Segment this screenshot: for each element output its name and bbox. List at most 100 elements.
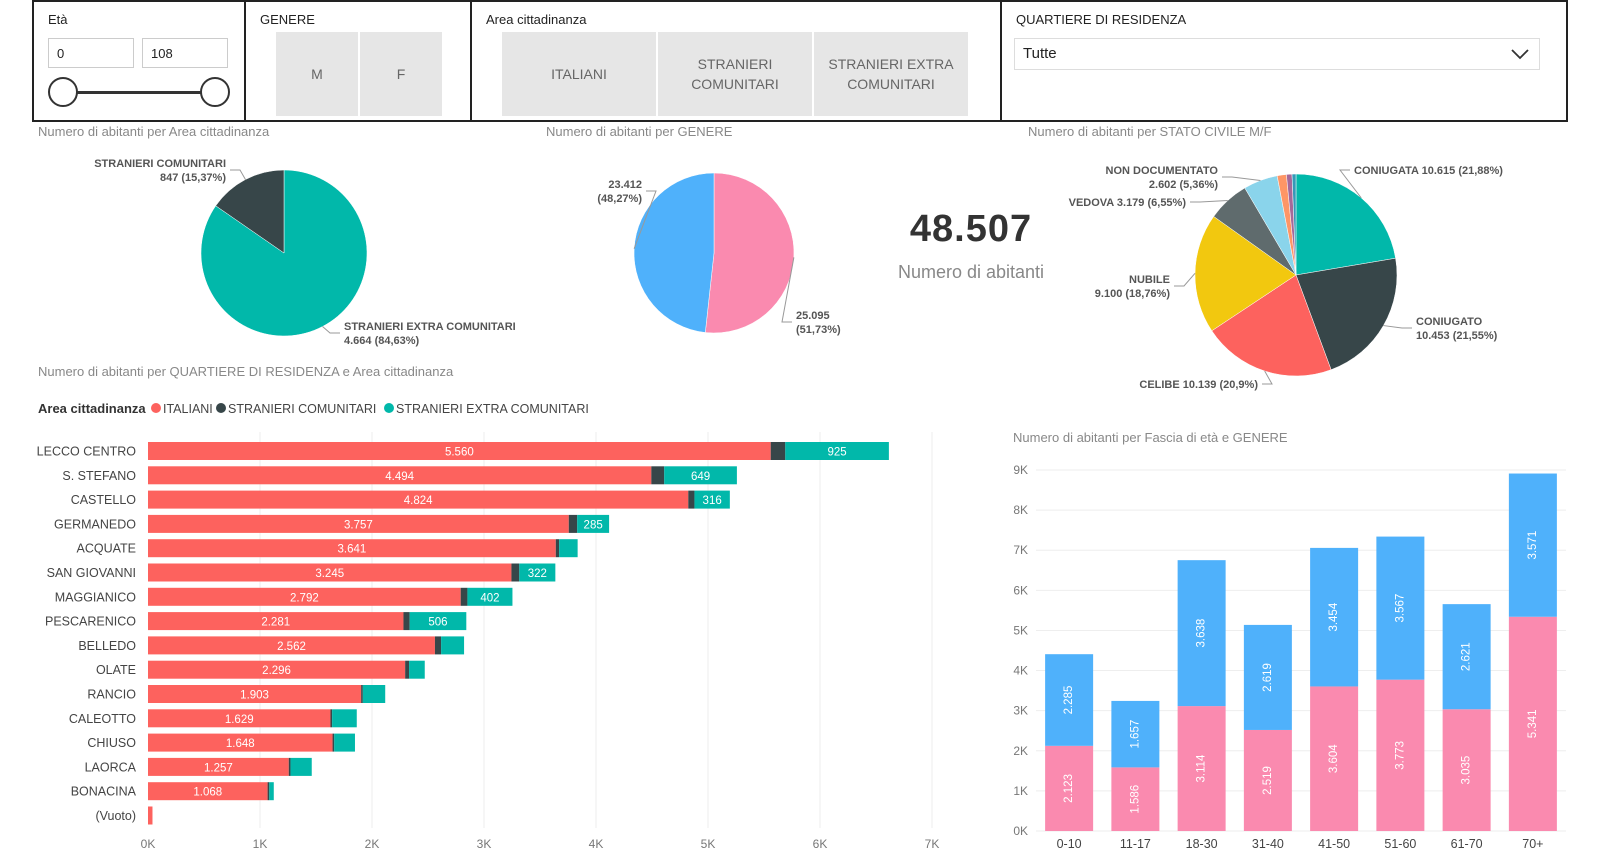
bar-caleotto-stranieri-extra-comunitari: [332, 709, 357, 728]
area-slicer-title: Area cittadinanza: [486, 12, 587, 27]
bar-germanedo-stranieri-comunitari: [568, 514, 578, 533]
bar-label-acquate-italiani: 3.641: [338, 544, 367, 556]
bar-category-maggianico: MAGGIANICO: [55, 590, 137, 604]
eta-slider-track[interactable]: [64, 91, 218, 94]
bar-acquate-italiani: [148, 539, 556, 558]
bar-category-s-stefano: S. STEFANO: [62, 469, 136, 483]
bar-xtick-3: 3K: [477, 837, 492, 851]
legend-marker-stranieri-comunitari: [216, 403, 226, 413]
area-slicer: Area cittadinanza ITALIANI STRANIERI COM…: [470, 0, 1002, 122]
bar-san-giovanni-stranieri-comunitari: [511, 563, 520, 582]
eta-min-input[interactable]: [48, 38, 134, 68]
bar-label-caleotto-italiani: 1.629: [225, 714, 254, 726]
bar-category-san-giovanni: SAN GIOVANNI: [47, 566, 136, 580]
bar-label-s-stefano-italiani: 4.494: [385, 471, 414, 483]
col-31-40-m: [1243, 624, 1292, 730]
col-fascia-title: Numero di abitanti per Fascia di età e G…: [1013, 430, 1288, 445]
col-category-41-50: 41-50: [1318, 837, 1350, 851]
col-61-70-m: [1442, 604, 1491, 710]
col-ytick-4: 4K: [1013, 664, 1028, 678]
bar-olate-italiani: [148, 660, 406, 679]
bar-laorca-stranieri-extra-comunitari: [290, 757, 312, 776]
col-18-30-m: [1177, 560, 1226, 707]
bar-germanedo-italiani: [148, 514, 569, 533]
bar-lecco-centro-stranieri-comunitari: [770, 442, 786, 460]
bar-pescarenico-stranieri-extra-comunitari: [409, 612, 467, 631]
col-category-0-10: 0-10: [1057, 837, 1082, 851]
bar-laorca-italiani: [148, 757, 289, 776]
pie-genere-label-f: 25.095: [796, 310, 830, 322]
col-41-50-m: [1310, 547, 1359, 687]
bar-label-maggianico-stranieri-extra-comunitari: 402: [480, 592, 499, 604]
eta-slider-max-handle[interactable]: [200, 77, 230, 107]
bar-maggianico-stranieri-extra-comunitari: [467, 587, 513, 606]
bar-san-giovanni-stranieri-extra-comunitari: [519, 563, 556, 582]
quartiere-dropdown[interactable]: Tutte: [1014, 38, 1540, 70]
bar-belledo-italiani: [148, 636, 435, 655]
col-41-50-f: [1310, 686, 1359, 831]
pie-area-slice-stranieri-comunitari: [215, 169, 285, 254]
bar-belledo-stranieri-comunitari: [434, 636, 442, 655]
bar-label-pescarenico-italiani: 2.281: [261, 617, 290, 629]
bar-xtick-0: 0K: [141, 837, 156, 851]
genere-f-tile[interactable]: F: [360, 32, 442, 116]
area-comunitari-tile[interactable]: STRANIERI COMUNITARI: [658, 32, 812, 116]
bar-chiuso-stranieri-comunitari: [332, 733, 335, 752]
pie-area-value-stranieri-extra-comunitari: 4.664 (84,63%): [344, 335, 420, 347]
kpi-value: 48.507: [909, 208, 1033, 250]
col-category-51-60: 51-60: [1384, 837, 1416, 851]
col-ytick-7: 7K: [1013, 543, 1028, 557]
pie-genere-leader-m: [633, 190, 657, 249]
bar-lecco-centro-italiani: [148, 442, 771, 460]
bar-vuoto-italiani: [148, 806, 153, 825]
bar-quartiere-title: Numero di abitanti per QUARTIERE DI RESI…: [38, 364, 454, 379]
bar-s-stefano-stranieri-comunitari: [651, 466, 665, 485]
pie-area-leader-stranieri-comunitari: [230, 169, 246, 180]
bar-olate-stranieri-comunitari: [405, 660, 410, 679]
pie-stato-slice-nubile: [1194, 216, 1297, 332]
col-category-70: 70+: [1522, 837, 1543, 851]
area-italiani-tile[interactable]: ITALIANI: [502, 32, 656, 116]
col-label-18-30-m: 3.638: [1196, 619, 1208, 648]
bar-label-olate-italiani: 2.296: [262, 665, 291, 677]
area-extra-tile[interactable]: STRANIERI EXTRA COMUNITARI: [814, 32, 968, 116]
bar-xtick-7: 7K: [925, 837, 940, 851]
pie-stato-leader-coniugata: [1338, 169, 1362, 199]
pie-area-label-stranieri-extra-comunitari: STRANIERI EXTRA COMUNITARI: [344, 321, 516, 333]
col-label-61-70-f: 3.035: [1461, 756, 1473, 785]
col-ytick-9: 9K: [1013, 463, 1028, 477]
col-label-18-30-f: 3.114: [1196, 754, 1208, 783]
col-label-51-60-m: 3.567: [1394, 594, 1406, 623]
genere-slicer: GENERE M F: [244, 0, 472, 122]
eta-slider-min-handle[interactable]: [48, 77, 78, 107]
pie-area-label-stranieri-comunitari: STRANIERI COMUNITARI: [94, 158, 226, 170]
legend-marker-italiani: [151, 403, 161, 413]
bar-category-bonacina: BONACINA: [71, 785, 137, 799]
bar-label-chiuso-italiani: 1.648: [226, 738, 255, 750]
bar-category-caleotto: CALEOTTO: [69, 712, 136, 726]
chevron-down-icon: [1511, 49, 1529, 60]
pie-stato-label-celibe: CELIBE 10.139 (20,9%): [1139, 379, 1258, 391]
legend-marker-stranieri-extra-comunitari: [384, 403, 394, 413]
bar-xtick-1: 1K: [253, 837, 268, 851]
pie-stato-label-vedova: VEDOVA 3.179 (6,55%): [1069, 197, 1187, 209]
col-18-30-f: [1177, 706, 1226, 831]
eta-slicer-title: Età: [48, 12, 68, 27]
pie-stato-slice-altro-3: [1291, 173, 1297, 276]
bar-rancio-italiani: [148, 685, 362, 703]
pie-genere-chart: 25.095 (51,73%) 23.412 (48,27%): [597, 172, 841, 336]
bar-label-san-giovanni-stranieri-extra-comunitari: 322: [528, 568, 547, 580]
bar-s-stefano-stranieri-extra-comunitari: [664, 466, 737, 485]
bar-caleotto-stranieri-comunitari: [330, 709, 333, 728]
col-11-17-f: [1111, 767, 1160, 831]
genere-m-tile[interactable]: M: [276, 32, 358, 116]
col-51-60-f: [1376, 679, 1425, 831]
bar-label-s-stefano-stranieri-extra-comunitari: 649: [691, 471, 710, 483]
pie-stato-slice-coniugata: [1295, 173, 1396, 276]
pie-stato-leader-coniugato: [1383, 325, 1412, 329]
pie-area-title: Numero di abitanti per Area cittadinanza: [38, 124, 270, 139]
col-ytick-8: 8K: [1013, 503, 1028, 517]
eta-max-input[interactable]: [142, 38, 228, 68]
bar-category-laorca: LAORCA: [85, 760, 137, 774]
